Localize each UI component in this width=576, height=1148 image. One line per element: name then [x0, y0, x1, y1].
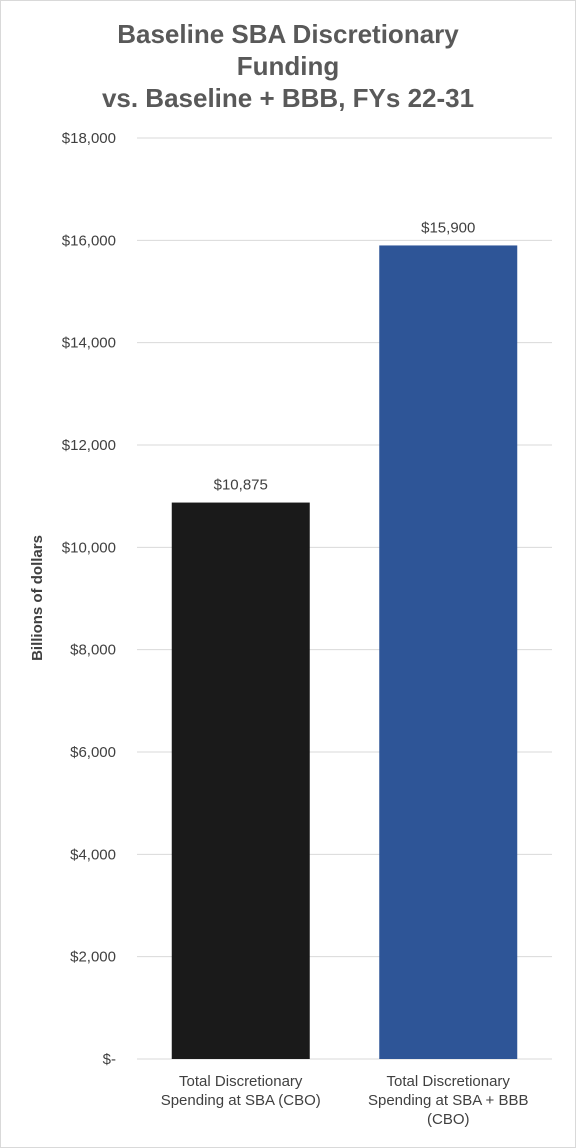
y-tick-label: $4,000: [70, 846, 116, 863]
data-label: $10,875: [214, 477, 268, 494]
x-category-label: Spending at SBA + BBB: [368, 1092, 529, 1109]
y-tick-label: $14,000: [62, 335, 116, 352]
x-category-label: Total Discretionary: [387, 1073, 511, 1090]
y-tick-label: $16,000: [62, 232, 116, 249]
x-category-label: Total Discretionary: [179, 1073, 303, 1090]
y-tick-label: $18,000: [62, 130, 116, 147]
bar: [379, 245, 518, 1059]
chart-title: Baseline SBA Discretionary Funding vs. B…: [0, 18, 576, 114]
y-axis-ticks: $- $2,000 $4,000 $6,000 $8,000 $10,000 $12,000…: [62, 130, 116, 1068]
y-axis-label: Billions of dollars: [29, 535, 46, 661]
x-category-label: Spending at SBA (CBO): [161, 1092, 321, 1109]
y-tick-label: $6,000: [70, 744, 116, 761]
data-labels: $10,875 $15,900: [214, 219, 476, 493]
x-category-label: (CBO): [427, 1111, 470, 1128]
y-tick-label: $-: [103, 1051, 116, 1068]
bar: [171, 502, 310, 1059]
y-tick-label: $8,000: [70, 642, 116, 659]
bars: [171, 245, 518, 1059]
y-tick-label: $2,000: [70, 949, 116, 966]
data-label: $15,900: [421, 219, 475, 236]
chart-title-line-1: Baseline SBA Discretionary: [117, 19, 459, 49]
y-tick-label: $12,000: [62, 437, 116, 454]
category-labels: Total Discretionary Spending at SBA (CBO)…: [161, 1073, 529, 1128]
chart-title-line-2: Funding: [236, 51, 340, 81]
y-tick-label: $10,000: [62, 539, 116, 556]
chart-title-line-3: vs. Baseline + BBB, FYs 22-31: [101, 83, 475, 113]
